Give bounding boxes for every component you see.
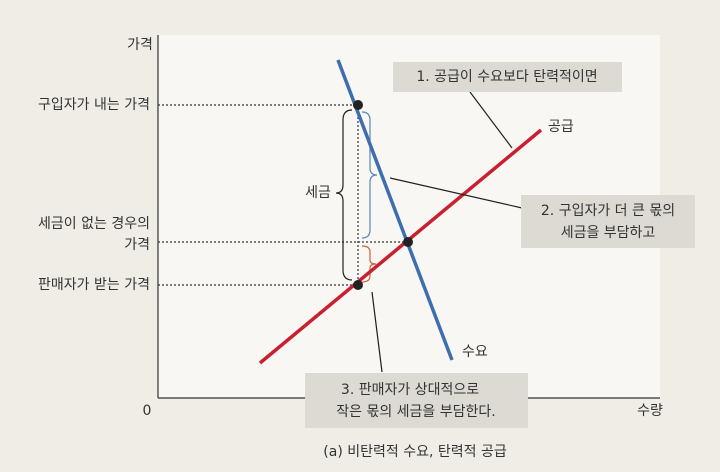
supply-curve [258,128,543,365]
leader-line [371,291,383,373]
tax-label: 세금 [305,185,331,201]
tax-brace [335,109,353,281]
callout-text: 1. 공급이 수요보다 탄력적이면 [416,69,597,85]
caption: (a) 비탄력적 수요, 탄력적 공급 [323,444,507,460]
point [353,100,363,110]
point [403,237,413,247]
x-axis-label: 수량 [637,403,663,419]
supply-label: 공급 [548,119,574,135]
buyer-brace [361,111,378,239]
origin-label: 0 [143,403,152,419]
y-axis-label: 가격 [127,37,153,53]
price-label: 판매자가 받는 가격 [38,277,150,293]
seller-brace [361,245,377,283]
demand-curve [336,59,454,361]
price-label: 세금이 없는 경우의 [38,216,150,232]
leader-line [469,91,513,149]
callout-text: 작은 몫의 세금을 부담한다. [336,404,495,420]
point [353,280,363,290]
callout-text: 세금을 부담하고 [561,225,656,241]
price-label: 구입자가 내는 가격 [38,97,150,113]
callout-box [305,373,528,428]
leader-line [389,177,523,209]
callout-box [393,62,622,92]
callout-text: 3. 판매자가 상대적으로 [341,382,479,398]
callout-text: 2. 구입자가 더 큰 몫의 [541,203,675,219]
callout-box [521,195,695,248]
demand-label: 수요 [462,344,488,360]
price-label: 가격 [124,237,150,253]
